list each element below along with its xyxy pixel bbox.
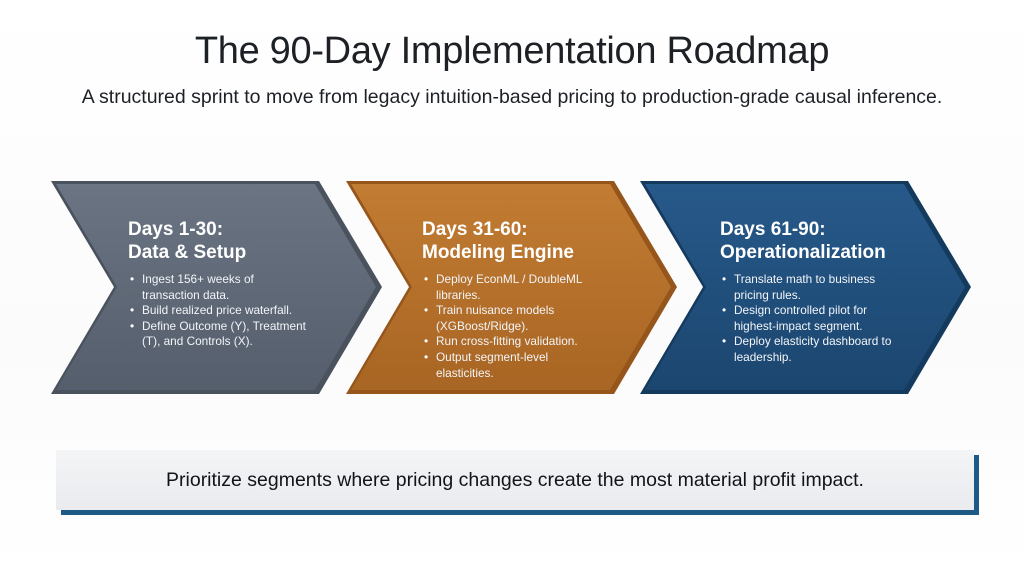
phase-card-3: Days 61-90: Operationalization Translate… [720,218,920,366]
phase-card-2: Days 31-60: Modeling Engine Deploy EconM… [422,218,622,381]
bullet-item: Deploy EconML / DoubleML libraries. [422,272,608,303]
bullet-item: Translate math to business pricing rules… [720,272,900,303]
phase-title: Days 61-90: Operationalization [720,218,920,264]
phase-name: Data & Setup [128,242,247,263]
phase-days: Days 61-90: [720,219,826,240]
bullet-item: Run cross-fitting validation. [422,334,608,350]
page-subtitle: A structured sprint to move from legacy … [81,86,943,108]
phase-title: Days 31-60: Modeling Engine [422,218,622,264]
callout-box: Prioritize segments where pricing change… [56,450,974,510]
bullet-item: Define Outcome (Y), Treatment (T), and C… [128,319,310,350]
bullet-item: Deploy elasticity dashboard to leadershi… [720,334,900,365]
callout-text: Prioritize segments where pricing change… [166,468,864,491]
bullet-item: Ingest 156+ weeks of transaction data. [128,272,310,303]
phase-title: Days 1-30: Data & Setup [128,218,328,264]
phase-bullets: Translate math to business pricing rules… [720,272,900,366]
phase-name: Modeling Engine [422,242,574,263]
bullet-item: Design controlled pilot for highest-impa… [720,303,900,334]
phase-card-1: Days 1-30: Data & Setup Ingest 156+ week… [128,218,328,350]
phase-days: Days 1-30: [128,219,224,240]
page-title: The 90-Day Implementation Roadmap [194,30,830,72]
bullet-item: Output segment-level elasticities. [422,350,608,381]
bullet-item: Build realized price waterfall. [128,303,310,319]
phase-days: Days 31-60: [422,219,528,240]
phase-name: Operationalization [720,242,886,263]
bullet-item: Train nuisance models (XGBoost/Ridge). [422,303,608,334]
roadmap-chevrons: Days 1-30: Data & Setup Ingest 156+ week… [0,170,1024,410]
phase-bullets: Deploy EconML / DoubleML libraries. Trai… [422,272,608,381]
phase-bullets: Ingest 156+ weeks of transaction data. B… [128,272,310,350]
